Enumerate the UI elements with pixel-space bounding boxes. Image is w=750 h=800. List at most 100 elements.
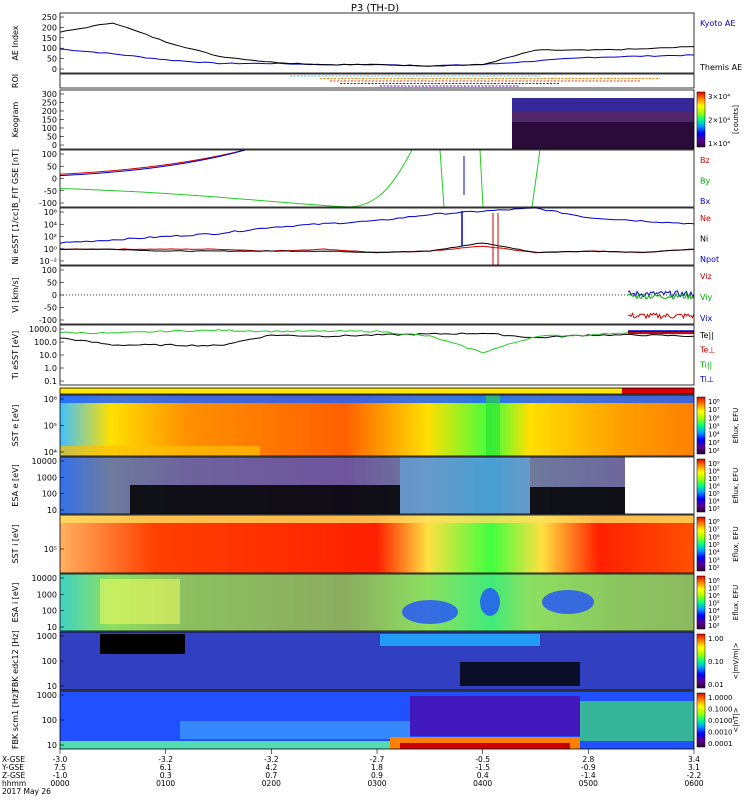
fbk-e-dark xyxy=(100,634,185,654)
esa_i-ytick: 10000 xyxy=(32,574,57,583)
xaxis-label-t: 0600 xyxy=(684,779,703,788)
fbk_b-cbar-label: <|nT|> xyxy=(732,707,740,732)
sst_e-spectrogram xyxy=(60,395,694,456)
sst_e-cbar-tick: 10³ xyxy=(708,439,720,447)
esa_e-frame xyxy=(59,456,695,515)
fbk_e-cbar-tick: 0.01 xyxy=(708,681,724,689)
ni-ytick: 10⁴ xyxy=(44,220,57,229)
sst_i-colorbar xyxy=(696,516,706,572)
ae-ylabel: AE Index xyxy=(11,25,20,60)
esa-i-blob xyxy=(542,590,594,614)
sst_e-cbar-tick: 10² xyxy=(708,447,720,455)
xaxis-rowlabel-4: 2017 May 26 xyxy=(2,787,51,796)
vi-ytick: 100 xyxy=(42,266,57,275)
sst-e-gap xyxy=(486,395,500,456)
ae-ytick: 100 xyxy=(42,44,57,53)
esa-i-blob xyxy=(402,600,458,624)
vi-series-1 xyxy=(627,291,695,301)
ni-ytick: 10⁶ xyxy=(44,208,57,217)
sst_e-cbar-tick: 10⁶ xyxy=(708,414,720,422)
esa-e-noise xyxy=(130,485,400,514)
fbk-b-green xyxy=(580,701,694,741)
esa_i-ytick: 10 xyxy=(47,623,57,632)
sst_i-cbar-tick: 10² xyxy=(708,564,720,572)
ti-ylabel: Ti eSST [eV] xyxy=(11,331,20,381)
bfit-ytick: 50 xyxy=(47,162,57,171)
fbk_b-cbar-tick: 0.1000 xyxy=(708,706,733,714)
keogram-cbar-label: [counts] xyxy=(732,105,740,134)
vi-ytick: 50 xyxy=(47,279,57,288)
ae-legend-0: Kyoto AE xyxy=(700,19,735,28)
fbk-e-bright xyxy=(380,634,540,646)
sst_i-cbar-tick: 10⁶ xyxy=(708,533,720,541)
esa_e-cbar-tick: 10⁵ xyxy=(708,490,720,498)
esa-e-noise xyxy=(530,487,625,514)
esa-i-lowenergy xyxy=(100,579,180,624)
xaxis-label-t: 0500 xyxy=(579,779,598,788)
sst_i-ytick: 10⁵ xyxy=(44,545,57,554)
fbk-b-lowband xyxy=(60,741,390,749)
esa_e-cbar-tick: 10⁴ xyxy=(708,498,720,506)
bfit-legend-1: By xyxy=(700,177,710,186)
sst-i-highband xyxy=(60,515,694,523)
sst_e-cbar-label: Eflux, EFU xyxy=(732,408,740,443)
esa_i-colorbar xyxy=(696,575,706,630)
esa_i-frame xyxy=(59,573,695,632)
ni-ytick: 10⁻² xyxy=(39,257,57,266)
xaxis-label-y: -1.5 xyxy=(475,763,490,772)
fbk_b-cbar-tick: 0.0100 xyxy=(708,717,733,725)
esa_i-ytick: 100 xyxy=(42,607,57,616)
esa_e-cbar-tick: 10⁷ xyxy=(708,475,720,483)
bfit-legend-2: Bx xyxy=(700,197,710,206)
ni-ytick: 10² xyxy=(44,233,57,242)
keogram-band xyxy=(512,112,694,122)
ni-legend-2: Npot xyxy=(700,255,719,264)
keogram-ytick: 200 xyxy=(42,107,57,116)
mode-bar-fast xyxy=(622,388,694,394)
sst_e-cbar-tick: 10⁵ xyxy=(708,423,720,431)
xaxis-label-z: -1.0 xyxy=(53,771,68,780)
xaxis-label-x: -2.7 xyxy=(370,755,385,764)
sst-e-highband xyxy=(60,395,694,403)
keogram-ylabel: Keogram xyxy=(11,101,20,137)
fbk_b-ylabel: FBK scm1 [Hz] xyxy=(11,691,20,749)
sst_i-cbar-tick: 10³ xyxy=(708,556,720,564)
xaxis-label-x: -3.2 xyxy=(158,755,173,764)
xaxis-rowlabel-3: hhmm xyxy=(2,779,26,788)
fbk_b-colorbar xyxy=(696,692,706,748)
bfit-by-spike xyxy=(531,149,541,208)
roi-ylabel: ROI xyxy=(11,74,20,88)
esa_e-cbar-tick: 10⁸ xyxy=(708,468,720,476)
fbk-b-band xyxy=(180,721,410,739)
fbk_b-cbar-tick: 0.0010 xyxy=(708,729,733,737)
esa-e-bright xyxy=(400,457,530,514)
sst_i-cbar-tick: 10⁵ xyxy=(708,541,720,549)
esa_e-ylabel: ESA e [eV] xyxy=(11,464,20,506)
ae-legend-1: Themis AE xyxy=(699,63,742,72)
xaxis-label-t: 0000 xyxy=(50,779,69,788)
ti-ytick: 10.0 xyxy=(39,351,57,360)
ae-ytick: 150 xyxy=(42,34,57,43)
bfit-legend-0: Bz xyxy=(700,156,710,165)
sst_i-spectrogram xyxy=(60,515,694,573)
bfit-bz xyxy=(59,149,246,175)
sst_e-ytick: 10⁴ xyxy=(44,448,57,457)
sst_e-cbar-tick: 10⁷ xyxy=(708,406,720,414)
esa-i-blob xyxy=(480,588,500,616)
vi-series-0 xyxy=(627,290,694,298)
esa_i-cbar-tick: 10⁶ xyxy=(708,592,720,600)
xaxis-label-t: 0200 xyxy=(262,779,281,788)
esa_e-cbar-tick: 10⁶ xyxy=(708,483,720,491)
esa_i-ylabel: ESA i [eV] xyxy=(11,583,20,623)
ae-ytick: 50 xyxy=(47,55,57,64)
esa_e-ytick: 10000 xyxy=(32,457,57,466)
fbk_e-cbar-tick: 1.00 xyxy=(708,635,724,643)
xaxis-label-t: 0100 xyxy=(156,779,175,788)
esa_i-ytick: 1000 xyxy=(37,590,57,599)
ae-frame xyxy=(59,12,695,74)
sst-e-lowband xyxy=(60,446,260,456)
ae-ytick: 250 xyxy=(42,13,57,22)
xaxis-label-z: -1.4 xyxy=(581,771,596,780)
esa_e-cbar-tick: 10⁹ xyxy=(708,460,720,468)
keogram-ytick: 50 xyxy=(47,133,57,142)
